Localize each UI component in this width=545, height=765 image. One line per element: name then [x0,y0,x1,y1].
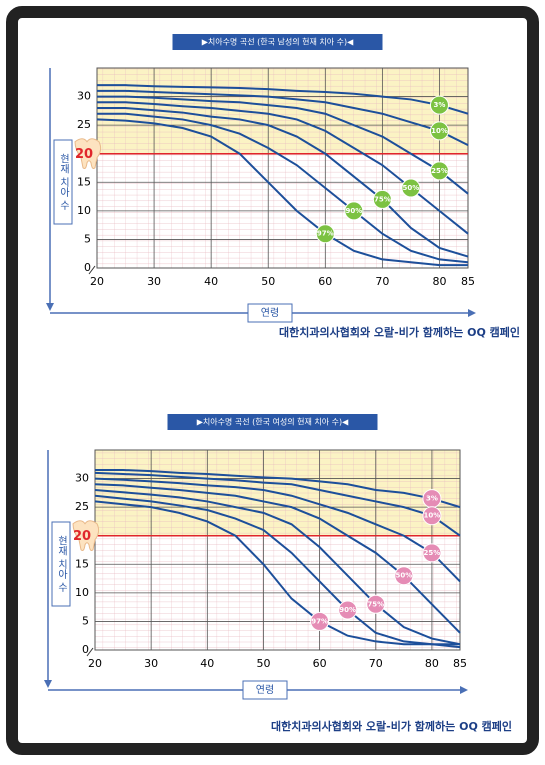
arrow-head [468,309,476,317]
x-tick-label: 50 [261,275,275,288]
y-tick-label: 30 [75,472,89,485]
data-line [96,118,468,267]
arrow-head [460,686,468,694]
y-tick-label: 15 [77,175,91,188]
data-line [94,471,461,537]
series-label: 50% [395,572,412,580]
x-tick-label: 70 [369,657,383,670]
x-tick-label: 40 [200,657,214,670]
series-label: 75% [367,600,384,608]
y-tick-label: 5 [82,614,89,627]
data-line [94,500,461,649]
y-tick-label: 25 [77,118,91,131]
series-label: 90% [345,207,362,215]
data-line [94,489,461,646]
x-tick-label: 30 [147,275,161,288]
y-axis-label: 현재 치아 수 [58,154,70,211]
y-tick-label: 0 [82,643,89,656]
series-marker [429,161,449,181]
data-line [95,469,461,509]
y-tick-label: 5 [84,232,91,245]
data-line [97,84,469,115]
x-tick-label: 60 [318,275,332,288]
series-label: 50% [403,184,420,192]
series-label: 10% [431,127,448,135]
series-label: 25% [424,549,441,557]
x-label-box [242,680,288,700]
y-tick-label: 25 [75,500,89,513]
axis-break [86,647,94,657]
arrow-head [44,680,52,688]
reference-label: 20 [75,147,93,162]
y-label-box [53,139,73,225]
series-marker [422,543,442,563]
series-marker [429,95,449,115]
data-line [97,107,469,258]
series-marker [401,178,421,198]
plot-border [96,67,469,269]
series-label: 10% [424,512,441,520]
x-axis-label: 연령 [261,307,279,319]
series-marker [422,506,442,526]
y-tick-label: 10 [75,586,89,599]
series-label: 25% [431,167,448,175]
reference-label: 20 [73,529,91,544]
y-tick-label: 10 [77,204,91,217]
y-tick-label: 30 [77,90,91,103]
series-marker [394,566,414,586]
x-tick-label: 50 [256,657,270,670]
chart-title: ▶치아수명 곡선 (한국 여성의 현재 치아 수)◀ [197,417,349,427]
x-tick-label: 30 [144,657,158,670]
x-tick-label: 80 [425,657,439,670]
data-line [97,95,469,195]
x-axis-label: 연령 [256,684,274,696]
caption: 대한치과의사협회와 오랄-비가 함께하는 OQ 캠페인 [271,719,512,733]
tooth-icon [72,520,100,552]
series-label: 97% [311,617,328,625]
y-axis-label: 현재 치아 수 [56,536,68,593]
x-tick-label: 70 [375,275,389,288]
frame [6,6,539,755]
series-marker [338,600,358,620]
series-label: 3% [434,101,446,109]
x-tick-label: 20 [88,657,102,670]
x-label-box [247,303,293,323]
plot-border [94,449,461,651]
caption: 대한치과의사협회와 오랄-비가 함께하는 OQ 캠페인 [279,325,520,339]
x-tick-label: 85 [453,657,467,670]
title-box [172,34,383,50]
y-label-box [51,521,71,607]
series-marker [310,611,330,631]
x-tick-label: 40 [204,275,218,288]
series-marker [366,594,386,614]
series-marker [429,121,449,141]
series-label: 97% [317,230,334,238]
minor-grid [95,450,460,650]
y-tick-label: 15 [75,557,89,570]
tooth-icon [74,138,102,170]
y-tick-label: 0 [84,261,91,274]
data-line [97,112,469,264]
title-box [167,414,378,430]
x-tick-label: 80 [432,275,446,288]
axis-break [88,265,96,275]
x-tick-label: 60 [313,657,327,670]
series-label: 3% [426,495,438,503]
data-line [97,89,469,147]
chart-title: ▶치아수명 곡선 (한국 남성의 현재 치아 수)◀ [202,37,354,47]
series-label: 90% [339,606,356,614]
x-tick-label: 85 [461,275,475,288]
data-line [94,477,461,583]
series-marker [344,201,364,221]
data-line [94,494,460,646]
series-marker [315,224,335,244]
arrow-head [46,303,54,311]
series-label: 75% [374,195,391,203]
series-marker [372,189,392,209]
minor-grid [97,68,468,268]
x-tick-label: 20 [90,275,104,288]
